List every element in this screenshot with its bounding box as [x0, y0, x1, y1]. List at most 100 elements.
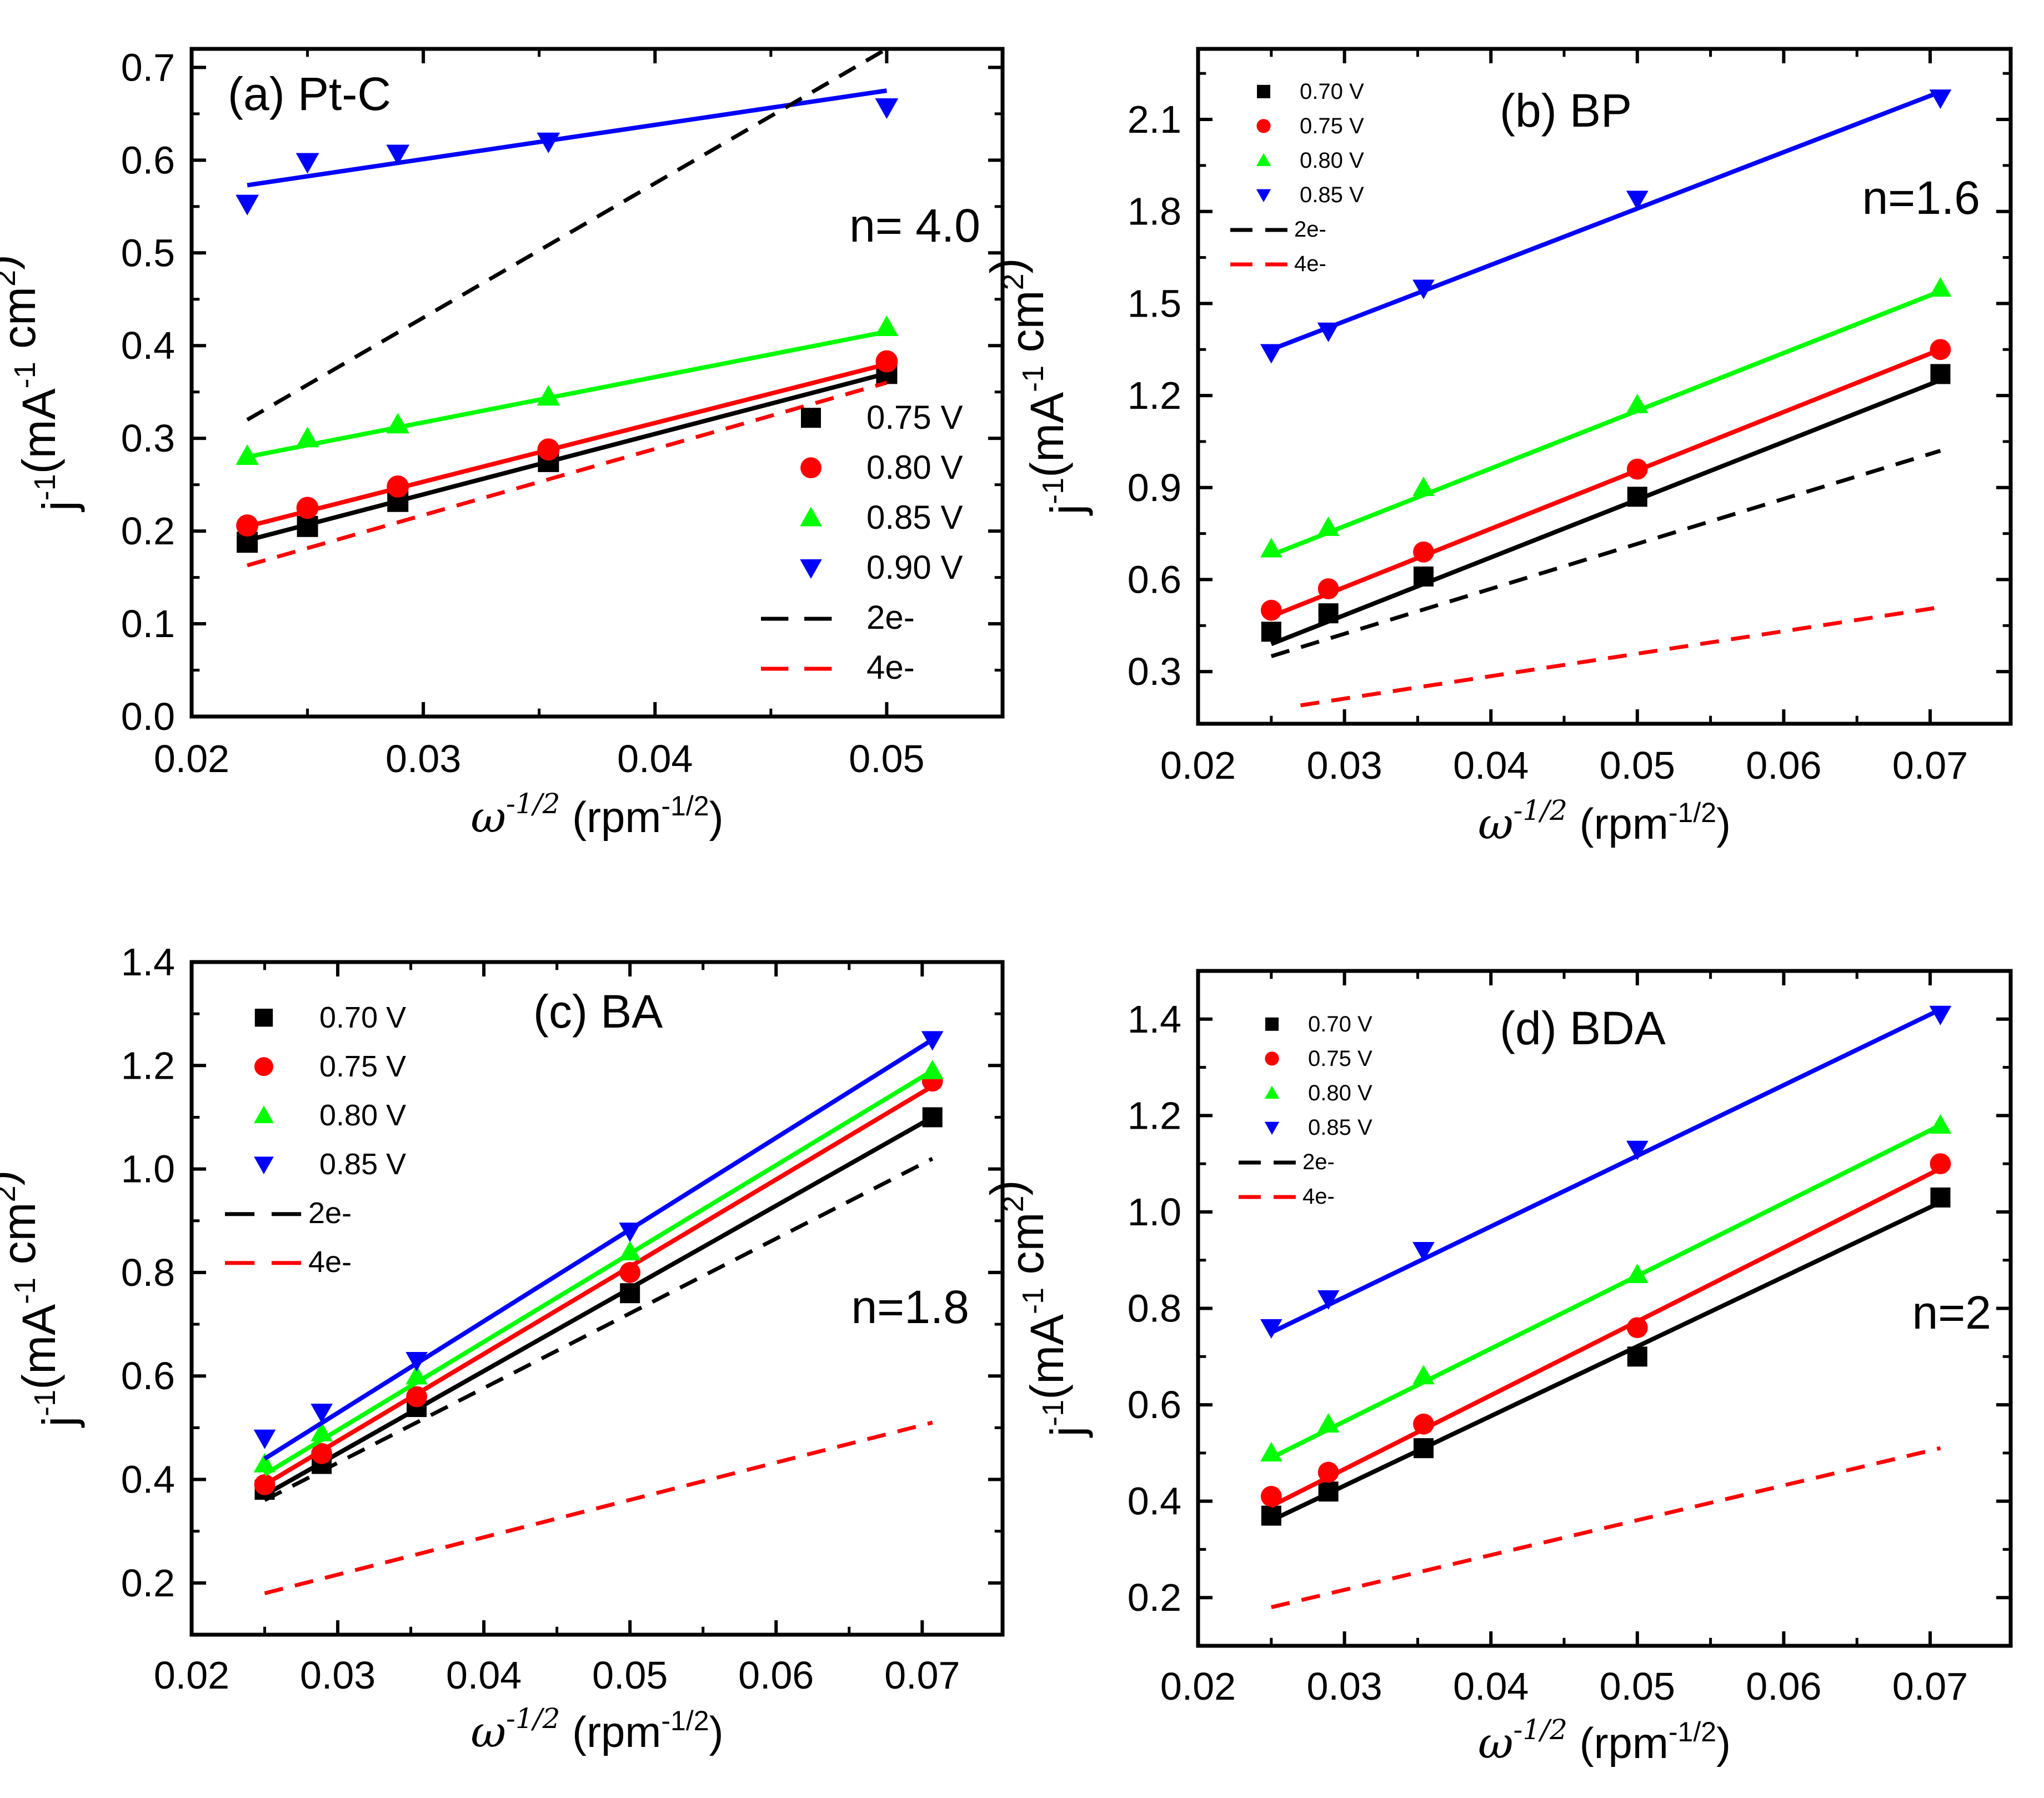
- plot-frame: [1196, 47, 2013, 726]
- reference-line: [1270, 1446, 1941, 1609]
- reference-line: [247, 380, 888, 568]
- legend-marker: [1257, 84, 1270, 98]
- fit-line: [1270, 1166, 1942, 1508]
- y-tick-label: 1.4: [1128, 998, 1181, 1041]
- x-tick-label: 0.06: [1746, 1665, 1821, 1708]
- panel-title: (c) BA: [533, 985, 663, 1038]
- y-axis-text: cm: [1001, 291, 1053, 365]
- y-tick-label: 1.5: [1128, 282, 1181, 325]
- y-tick-label: 0.0: [121, 695, 175, 738]
- y-axis-exponent: -1: [1016, 1288, 1050, 1314]
- legend-marker: [1264, 1085, 1280, 1099]
- legend-marker: [1256, 189, 1271, 202]
- x-axis-label: ω-1/2 (rpm-1/2): [1478, 1714, 1731, 1769]
- x-axis-label: ω-1/2 (rpm-1/2): [1478, 794, 1731, 849]
- x-axis-symbol: ω: [1478, 1719, 1514, 1769]
- reference-line: [264, 1420, 933, 1595]
- series-0.80v: [1260, 1114, 1952, 1462]
- legend-item: 0.90 V: [800, 549, 963, 586]
- legend-label: 0.85 V: [1300, 183, 1364, 207]
- y-axis-exponent: -1: [8, 1278, 42, 1304]
- y-axis-text: (mA: [1021, 1314, 1073, 1400]
- data-point: [253, 1453, 276, 1473]
- fit-line: [247, 329, 888, 459]
- data-point: [1260, 1442, 1282, 1462]
- y-axis-label: j-1(mA-1 cm2): [981, 258, 1093, 516]
- data-point: [1627, 1346, 1647, 1367]
- legend-marker: [800, 559, 822, 579]
- x-axis-close: ): [709, 793, 724, 842]
- y-tick-label: 1.2: [1128, 374, 1181, 417]
- legend-marker: [254, 1008, 273, 1027]
- data-point: [1317, 1413, 1340, 1433]
- series-0.85v: [236, 315, 899, 465]
- fit-line: [247, 362, 888, 529]
- y-tick-label: 2.1: [1128, 98, 1181, 141]
- legend-item: 0.80 V: [1264, 1081, 1372, 1105]
- y-tick-label: 0.9: [1128, 466, 1181, 509]
- legend-item: 2e-: [1230, 217, 1326, 242]
- x-tick-label: 0.06: [738, 1654, 814, 1697]
- fit-line: [263, 1115, 934, 1497]
- data-point: [253, 1429, 276, 1449]
- legend-item: 2e-: [225, 1196, 352, 1230]
- data-point: [310, 1404, 333, 1424]
- y-tick-label: 0.4: [121, 1458, 175, 1501]
- series-0.70v: [1261, 1187, 1951, 1526]
- legend-item: 4e-: [761, 649, 915, 686]
- data-point: [1260, 1319, 1282, 1339]
- panel-d: 0.02 0.03 0.04 0.05 0.06 0.07 0.2 0.4 0.6 0.8 1.0 1…: [981, 969, 2013, 1769]
- x-axis-unit-exponent: -1/2: [661, 1705, 709, 1736]
- data-point: [387, 475, 409, 498]
- y-axis-text: j: [33, 500, 85, 513]
- series-4e-: [247, 380, 888, 568]
- y-tick-label: 0.6: [121, 138, 175, 182]
- x-tick-label: 0.03: [385, 737, 461, 780]
- y-axis-exponent: -1: [8, 362, 42, 388]
- y-tick-label: 0.4: [121, 324, 175, 367]
- x-tick-label: 0.02: [1160, 1665, 1236, 1708]
- legend-label: 0.85 V: [866, 499, 963, 536]
- x-tick-label: 0.02: [1160, 744, 1236, 787]
- x-axis-symbol: ω: [1478, 799, 1514, 849]
- data-point: [310, 1421, 333, 1441]
- y-axis-exponent: -1: [28, 474, 62, 500]
- data-point: [1260, 538, 1282, 558]
- y-axis-exponent: -1: [1036, 478, 1070, 504]
- plot-area: [253, 1031, 944, 1595]
- x-tick-label: 0.04: [617, 737, 693, 780]
- data-point: [295, 427, 319, 448]
- x-tick-label: 0.07: [1892, 1665, 1968, 1708]
- data-point: [406, 1386, 428, 1408]
- data-point: [921, 1059, 944, 1079]
- x-tick-label: 0.04: [1453, 1665, 1529, 1708]
- y-tick-label: 0.3: [1128, 650, 1181, 693]
- x-axis-unit: (rpm: [1567, 799, 1669, 848]
- series-0.70v: [1261, 364, 1951, 647]
- legend-item: 0.85 V: [1256, 183, 1364, 207]
- data-point: [922, 1107, 943, 1128]
- legend-marker: [1256, 119, 1271, 133]
- series-2e-: [1270, 449, 1941, 658]
- y-axis-text: cm: [0, 287, 45, 362]
- x-tick-label: 0.07: [884, 1654, 960, 1697]
- legend-marker: [254, 1156, 274, 1174]
- series-2e-: [263, 1156, 934, 1502]
- data-point: [1412, 1365, 1435, 1385]
- x-axis-unit-exponent: -1/2: [1669, 1716, 1716, 1747]
- series-0.85v: [1260, 1005, 1952, 1339]
- y-axis-exponent: 2: [0, 1185, 22, 1202]
- x-axis-exponent: -1/2: [506, 1702, 560, 1735]
- fit-line: [1270, 89, 1941, 352]
- y-axis-text: cm: [1001, 1213, 1053, 1288]
- legend-item: 2e-: [1239, 1150, 1335, 1174]
- x-tick-label: 0.03: [1306, 744, 1382, 787]
- data-point: [619, 1240, 641, 1260]
- legend-item: 0.75 V: [801, 399, 963, 436]
- fit-line: [263, 1038, 934, 1461]
- data-point: [1413, 566, 1434, 587]
- legend: 0.70 V 0.75 V 0.80 V 0.85 V 2e- 4e-: [225, 1001, 406, 1279]
- y-axis-text: j: [1041, 504, 1093, 517]
- x-axis-unit-exponent: -1/2: [661, 790, 709, 822]
- legend-item: 0.80 V: [254, 1099, 406, 1132]
